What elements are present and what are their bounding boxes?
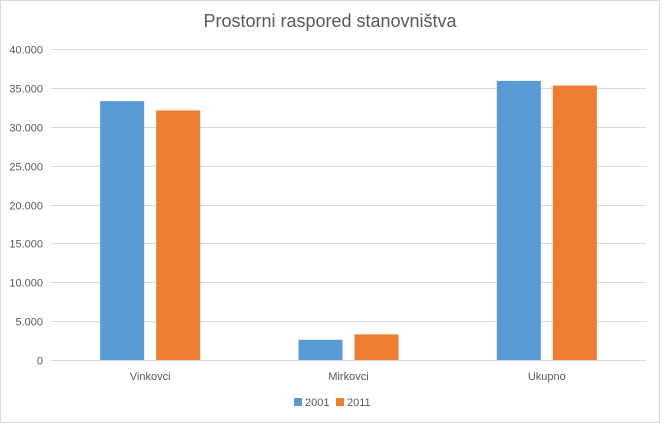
y-tick-label: 40.000 <box>9 45 43 57</box>
bar-ukupno-2011 <box>552 85 597 360</box>
y-tick-label: 10.000 <box>9 278 43 290</box>
bar-mirkovci-2011 <box>354 334 399 360</box>
y-tick-label: 0 <box>37 356 43 368</box>
y-tick-label: 5.000 <box>15 317 43 329</box>
y-axis: 0 5.000 10.000 15.000 20.000 25.000 30.000 35.0… <box>9 45 43 368</box>
y-tick-label: 25.000 <box>9 162 43 174</box>
bar-ukupno-2001 <box>496 80 541 360</box>
y-tick-label: 35.000 <box>9 84 43 96</box>
legend-swatch-2001 <box>294 398 302 406</box>
x-axis: Vinkovci Mirkovci Ukupno <box>130 371 566 383</box>
gridlines <box>51 49 646 361</box>
legend-swatch-2011 <box>336 398 344 406</box>
x-tick-label: Vinkovci <box>130 371 171 383</box>
y-tick-label: 20.000 <box>9 201 43 213</box>
chart-title: Prostorni raspored stanovništva <box>203 11 457 31</box>
x-tick-label: Ukupno <box>528 371 566 383</box>
legend-label-2001: 2001 <box>305 397 329 409</box>
bar-mirkovci-2001 <box>298 339 343 360</box>
bar-vinkovci-2001 <box>100 101 145 360</box>
bar-vinkovci-2011 <box>156 110 201 360</box>
bars <box>100 80 597 360</box>
legend: 2001 2011 <box>294 397 371 409</box>
x-tick-label: Mirkovci <box>328 371 368 383</box>
y-tick-label: 30.000 <box>9 123 43 135</box>
legend-label-2011: 2011 <box>347 397 371 409</box>
y-tick-label: 15.000 <box>9 239 43 251</box>
